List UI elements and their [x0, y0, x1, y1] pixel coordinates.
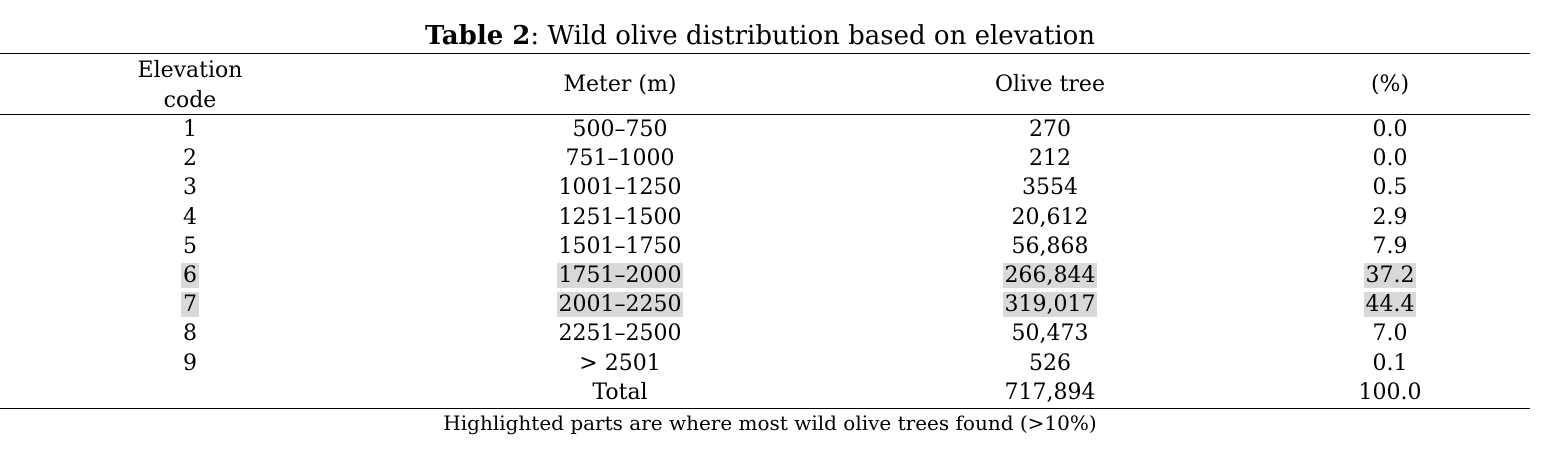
header-percent: (%) — [1370, 72, 1410, 97]
cell-meter-text: 1501–1750 — [558, 233, 682, 259]
cell-olive-tree: 270 — [920, 115, 1180, 144]
cell-meter: 1751–2000 — [490, 261, 750, 290]
cell-percent: 7.9 — [1290, 232, 1490, 261]
cell-olive-tree-text: 3554 — [1022, 175, 1078, 201]
cell-olive-tree-text: 20,612 — [1011, 204, 1089, 230]
bottom-rule — [0, 408, 1530, 409]
cell-meter-text: 1751–2000 — [556, 263, 684, 288]
cell-meter-text: 1251–1500 — [558, 204, 682, 230]
table-footnote: Highlighted parts are where most wild ol… — [443, 411, 1097, 435]
cell-meter-text: 751–1000 — [565, 146, 675, 172]
cell-percent: 7.0 — [1290, 319, 1490, 348]
cell-elevation-code: 1 — [130, 115, 250, 144]
cell-elevation-code-text: 2 — [183, 146, 197, 172]
cell-percent: 2.9 — [1290, 203, 1490, 232]
cell-percent: 0.5 — [1290, 173, 1490, 202]
cell-elevation-code-text: 6 — [181, 263, 199, 288]
cell-meter-text: Total — [592, 379, 648, 405]
cell-olive-tree: 50,473 — [920, 319, 1180, 348]
cell-elevation-code — [130, 378, 250, 407]
cell-olive-tree: 56,868 — [920, 232, 1180, 261]
cell-meter: 2001–2250 — [490, 290, 750, 319]
cell-meter: 500–750 — [490, 115, 750, 144]
cell-percent-text: 44.4 — [1363, 292, 1417, 318]
cell-percent: 44.4 — [1290, 290, 1490, 319]
cell-olive-tree: 526 — [920, 349, 1180, 378]
cell-olive-tree: 20,612 — [920, 203, 1180, 232]
cell-elevation-code-text: 5 — [183, 233, 197, 259]
header-meter: Meter (m) — [563, 72, 677, 97]
cell-meter-text: 2001–2250 — [556, 292, 684, 318]
cell-elevation-code-text: 7 — [181, 292, 199, 318]
cell-elevation-code-text: 1 — [183, 117, 197, 142]
table-title: Table 2: Wild olive distribution based o… — [0, 20, 1520, 52]
cell-meter: 1001–1250 — [490, 173, 750, 202]
cell-olive-tree-text: 526 — [1029, 350, 1071, 376]
cell-percent: 0.1 — [1290, 349, 1490, 378]
cell-percent-text: 0.1 — [1372, 350, 1408, 376]
header-olive-tree: Olive tree — [995, 72, 1105, 97]
cell-olive-tree: 266,844 — [920, 261, 1180, 290]
cell-meter-text: 2251–2500 — [558, 321, 682, 347]
cell-percent-text: 2.9 — [1372, 204, 1408, 230]
cell-elevation-code-text: 4 — [183, 204, 197, 230]
cell-percent-text: 7.0 — [1372, 321, 1408, 347]
cell-elevation-code: 7 — [130, 290, 250, 319]
cell-percent-text: 0.0 — [1372, 146, 1408, 172]
cell-olive-tree: 212 — [920, 144, 1180, 173]
cell-olive-tree-text: 717,894 — [1004, 379, 1096, 405]
cell-meter-text: 500–750 — [572, 117, 668, 142]
cell-percent: 100.0 — [1290, 378, 1490, 407]
cell-elevation-code: 3 — [130, 173, 250, 202]
cell-meter: Total — [490, 378, 750, 407]
header-rule — [0, 114, 1530, 115]
cell-percent: 0.0 — [1290, 144, 1490, 173]
cell-percent-text: 0.0 — [1372, 117, 1408, 142]
cell-meter: 1251–1500 — [490, 203, 750, 232]
cell-percent-text: 100.0 — [1358, 379, 1422, 405]
cell-percent-text: 0.5 — [1372, 175, 1408, 201]
cell-meter: 1501–1750 — [490, 232, 750, 261]
cell-olive-tree-text: 50,473 — [1011, 321, 1089, 347]
cell-elevation-code: 9 — [130, 349, 250, 378]
cell-elevation-code-text: 9 — [183, 350, 197, 376]
cell-elevation-code: 4 — [130, 203, 250, 232]
cell-olive-tree-text: 319,017 — [1002, 292, 1098, 318]
cell-elevation-code-text: 8 — [183, 321, 197, 347]
cell-meter: > 2501 — [490, 349, 750, 378]
top-rule — [0, 53, 1530, 54]
cell-meter: 751–1000 — [490, 144, 750, 173]
cell-olive-tree-text: 56,868 — [1011, 233, 1089, 259]
cell-percent-text: 7.9 — [1372, 233, 1408, 259]
cell-percent: 0.0 — [1290, 115, 1490, 144]
cell-olive-tree-text: 212 — [1029, 146, 1071, 172]
cell-percent: 37.2 — [1290, 261, 1490, 290]
cell-olive-tree: 717,894 — [920, 378, 1180, 407]
cell-olive-tree-text: 270 — [1029, 117, 1071, 142]
cell-elevation-code: 2 — [130, 144, 250, 173]
cell-elevation-code: 8 — [130, 319, 250, 348]
table-caption: : Wild olive distribution based on eleva… — [530, 21, 1096, 51]
cell-elevation-code: 6 — [130, 261, 250, 290]
cell-olive-tree-text: 266,844 — [1002, 263, 1098, 288]
cell-meter: 2251–2500 — [490, 319, 750, 348]
table-number: Table 2 — [424, 21, 531, 51]
header-elevation-code: Elevation code — [137, 58, 243, 113]
cell-percent-text: 37.2 — [1363, 263, 1417, 288]
cell-olive-tree: 319,017 — [920, 290, 1180, 319]
cell-meter-text: 1001–1250 — [558, 175, 682, 201]
cell-elevation-code-text: 3 — [183, 175, 197, 201]
cell-meter-text: > 2501 — [579, 350, 661, 376]
cell-elevation-code-text — [188, 380, 192, 405]
cell-olive-tree: 3554 — [920, 173, 1180, 202]
cell-elevation-code: 5 — [130, 232, 250, 261]
